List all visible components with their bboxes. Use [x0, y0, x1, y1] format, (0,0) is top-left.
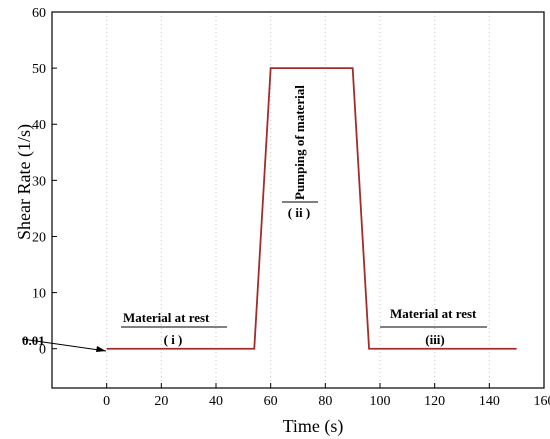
x-axis-label: Time (s): [283, 416, 344, 437]
x-tick-label: 0: [103, 394, 110, 409]
y-tick-label: 60: [32, 6, 46, 21]
phase-label-i: ( i ): [164, 332, 183, 347]
axes: [51, 11, 545, 389]
plot-frame: [51, 11, 545, 389]
x-tick-label: 40: [209, 394, 223, 409]
phase-label-ii: ( ii ): [288, 205, 310, 220]
y-tick-label: 0: [39, 343, 46, 358]
series-layer: [106, 67, 517, 350]
x-tick-label: 80: [318, 394, 332, 409]
x-tick-label: 120: [424, 394, 445, 409]
y-tick-label: 40: [32, 118, 46, 133]
x-tick-label: 60: [264, 394, 278, 409]
phase-label-iii: (iii): [425, 332, 445, 347]
x-tick-label: 100: [370, 394, 391, 409]
ticks: 0 20 40 60 80 100 120 140 160 0 10 20 30 40 50 60: [32, 6, 550, 409]
y-axis-label: Shear Rate (1/s): [14, 124, 35, 240]
annotation-pumping: Pumping of material: [292, 85, 307, 200]
annotation-rest-3: Material at rest: [390, 306, 477, 321]
annotation-rest-1: Material at rest: [123, 310, 210, 325]
grid-lines: [106, 12, 490, 388]
series-line: [106, 67, 517, 350]
y-tick-label: 30: [32, 174, 46, 189]
x-tick-label: 20: [154, 394, 168, 409]
arrow-head: [96, 346, 106, 352]
y-tick-label: 50: [32, 62, 46, 77]
y-tick-label: 10: [32, 287, 46, 302]
x-tick-label: 160: [534, 394, 550, 409]
x-tick-label: 140: [479, 394, 500, 409]
arrow-line: [21, 338, 107, 352]
y-tick-label: 20: [32, 230, 46, 245]
